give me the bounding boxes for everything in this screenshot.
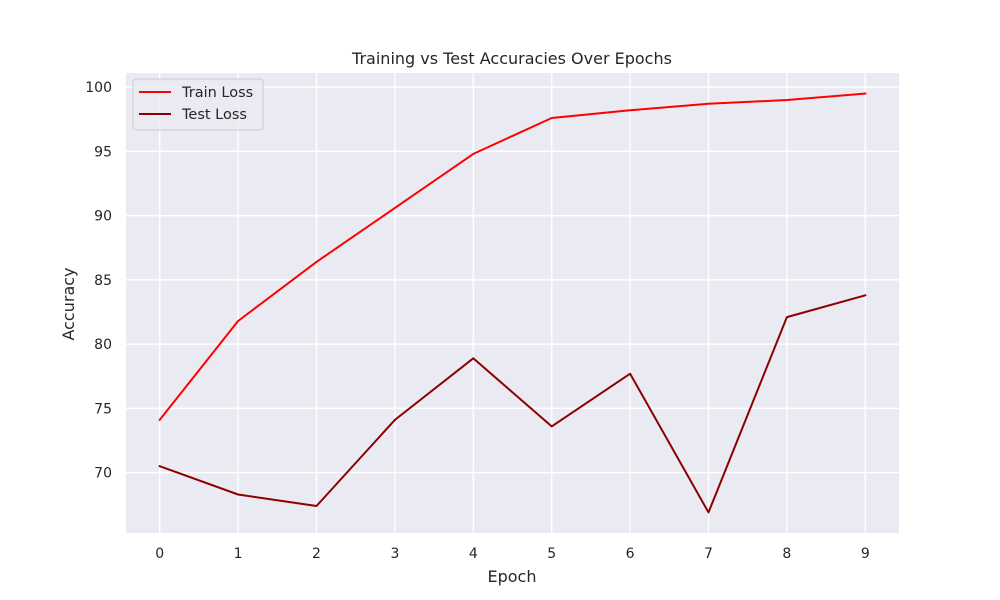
- plot-background: [126, 73, 899, 533]
- series-line-train-loss: [158, 92, 867, 422]
- series-layer: [158, 92, 867, 514]
- y-axis-title: Accuracy: [59, 267, 78, 340]
- y-tick-label: 90: [94, 209, 112, 225]
- x-tick-label: 5: [547, 546, 556, 562]
- chart-title: Training vs Test Accuracies Over Epochs: [351, 49, 672, 68]
- x-tick-label: 8: [782, 546, 791, 562]
- x-tick-labels: 0 1 2 3 4 5 6 7 8 9: [155, 546, 870, 562]
- y-tick-label: 85: [94, 273, 112, 289]
- y-tick-label: 75: [94, 401, 112, 417]
- y-tick-label: 95: [94, 144, 112, 160]
- x-axis-title: Epoch: [488, 567, 537, 586]
- x-tick-label: 6: [626, 546, 635, 562]
- x-gridlines: [159, 73, 866, 533]
- y-tick-label: 80: [94, 337, 112, 353]
- y-gridlines: [126, 86, 899, 474]
- x-tick-label: 9: [861, 546, 870, 562]
- series-line-test-loss: [158, 294, 867, 514]
- x-tick-label: 0: [155, 546, 164, 562]
- x-tick-label: 3: [390, 546, 399, 562]
- legend: Train Loss Test Loss: [132, 78, 264, 131]
- y-tick-label: 100: [85, 80, 112, 96]
- x-tick-label: 2: [312, 546, 321, 562]
- y-tick-label: 70: [94, 466, 112, 482]
- legend-label-test-loss: Test Loss: [181, 107, 247, 123]
- legend-label-train-loss: Train Loss: [181, 85, 253, 101]
- x-tick-label: 4: [469, 546, 478, 562]
- y-tick-labels: 70 75 80 85 90 95 100: [85, 80, 112, 481]
- x-tick-label: 1: [234, 546, 243, 562]
- x-tick-label: 7: [704, 546, 713, 562]
